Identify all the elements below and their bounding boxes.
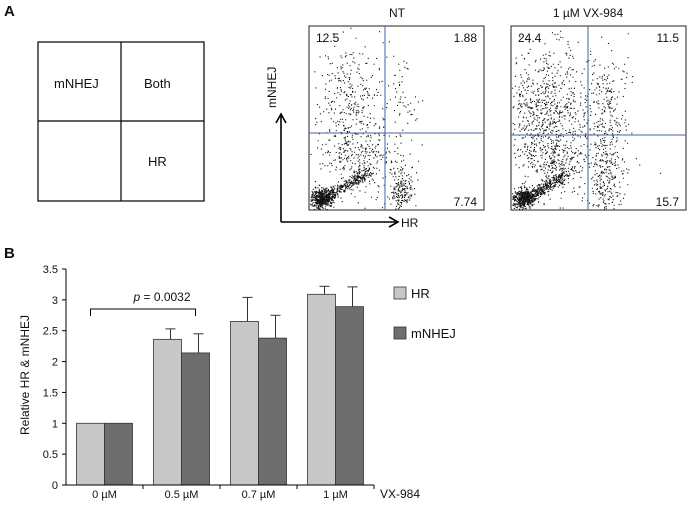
y-axis: 0 0.5 1 1.5 2 2.5 3 3.5 (43, 264, 67, 492)
y-tick-label: 0.5 (43, 449, 58, 461)
bars (76, 285, 364, 486)
quadrant-percent-bottom-right: 15.7 (656, 195, 680, 209)
y-tick-label: 2 (52, 357, 58, 369)
quadrant-label-hr: HR (148, 154, 167, 169)
flow-plot-vx984: 1 µM VX-984 24.4 11.5 15.7 (510, 6, 687, 211)
bar-mnhej-0 (104, 422, 133, 486)
flow-plot-nt: NT 12.5 1.88 7.74 (308, 6, 485, 211)
quadrant-percent-top-left: 12.5 (316, 31, 340, 45)
x-axis-label: VX-984 (380, 487, 420, 501)
flow-x-axis-label: HR (401, 216, 419, 230)
bar-hr-0 (76, 422, 105, 486)
panel-label-a: A (4, 3, 15, 20)
bar-hr-2 (230, 321, 259, 486)
y-tick-label: 2.5 (43, 326, 58, 338)
y-tick-label: 3.5 (43, 264, 58, 276)
p-value-bracket (90, 308, 196, 316)
bar-chart: Relative HR & mNHEJ 0 0.5 1 1.5 2 2.5 3 3.5 0 µ… (18, 264, 456, 501)
bar-mnhej-2 (258, 337, 287, 486)
legend-swatch (393, 326, 407, 340)
y-tick-label: 1.5 (43, 387, 58, 399)
flow-y-axis-label: mNHEJ (265, 67, 279, 108)
y-tick-label: 0 (52, 480, 58, 492)
flow-plot-title: 1 µM VX-984 (553, 6, 624, 20)
legend-swatch (393, 286, 407, 300)
quadrant-percent-top-left: 24.4 (518, 31, 542, 45)
y-tick-label: 3 (52, 295, 58, 307)
quadrant-percent-top-right: 1.88 (454, 31, 478, 45)
scatter-dots (310, 27, 424, 211)
bar-mnhej-3 (335, 306, 364, 486)
quadrant-percent-top-right: 11.5 (657, 31, 680, 45)
bar-mnhej-1 (181, 352, 210, 486)
legend-label: mNHEJ (411, 326, 456, 341)
x-tick-label: 0 µM (92, 489, 117, 501)
bar-hr-1 (153, 338, 182, 486)
x-tick-label: 0.7 µM (242, 489, 276, 501)
flow-plot-title: NT (389, 6, 406, 20)
y-axis-label: Relative HR & mNHEJ (18, 315, 32, 435)
legend-label: HR (411, 286, 430, 301)
x-tick-label: 0.5 µM (165, 489, 199, 501)
p-value: = 0.0032 (140, 290, 191, 304)
quadrant-label-both: Both (144, 76, 171, 91)
p-symbol: p (132, 290, 140, 304)
flow-axes: mNHEJ HR (265, 67, 419, 230)
scatter-dots (512, 30, 662, 210)
panel-label-b: B (4, 245, 15, 262)
p-value-label: p = 0.0032 (132, 290, 190, 304)
x-axis: 0 µM 0.5 µM 0.7 µM 1 µM (66, 484, 375, 501)
p-value-annotation: p = 0.0032 (90, 290, 196, 316)
quadrant-key: mNHEJ Both HR (37, 41, 205, 202)
quadrant-percent-bottom-right: 7.74 (454, 195, 478, 209)
quadrant-label-mnhej: mNHEJ (54, 76, 99, 91)
x-tick-label: 1 µM (323, 489, 348, 501)
legend: HR mNHEJ (393, 286, 456, 341)
bar-hr-3 (307, 293, 336, 486)
y-tick-label: 1 (52, 418, 58, 430)
